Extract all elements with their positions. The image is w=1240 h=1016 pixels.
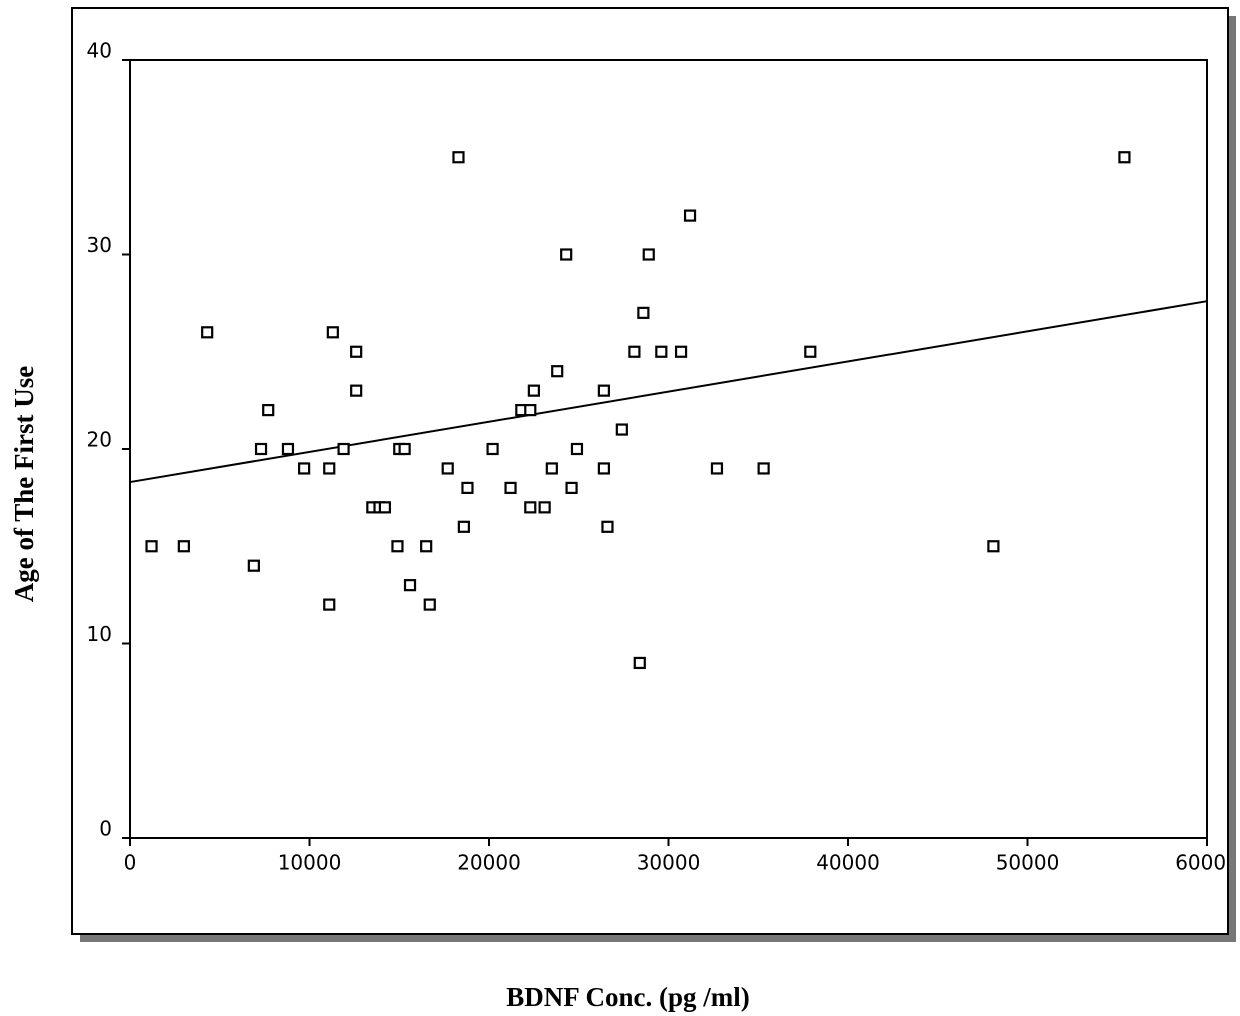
- point: [655, 345, 668, 358]
- point: [323, 462, 336, 475]
- x-axis-title: BDNF Conc. (pg /ml): [506, 982, 750, 1012]
- point: [710, 462, 724, 475]
- point: [486, 442, 499, 456]
- y-tick-label: 20: [87, 428, 112, 452]
- y-tick-label: 0: [99, 817, 112, 841]
- point: [601, 520, 614, 533]
- point: [1118, 151, 1131, 164]
- point: [545, 462, 558, 475]
- point: [757, 462, 770, 475]
- point: [323, 598, 336, 611]
- point: [262, 404, 275, 417]
- point: [350, 345, 363, 358]
- point: [403, 579, 417, 592]
- point: [457, 520, 470, 533]
- ticks: 0 10 20 30 40 0 10000 20000 30000 40000 50000 60000: [87, 39, 1239, 875]
- point: [145, 540, 158, 553]
- point: [637, 306, 650, 319]
- point: [441, 462, 454, 475]
- x-tick-label: 0: [124, 851, 137, 875]
- x-tick-label: 50000: [996, 851, 1060, 875]
- point: [461, 481, 474, 494]
- y-tick-label: 40: [87, 39, 112, 63]
- point: [326, 326, 339, 339]
- point: [247, 559, 260, 572]
- point: [560, 248, 573, 261]
- point: [420, 540, 433, 553]
- point: [987, 540, 1000, 553]
- point: [524, 501, 537, 514]
- point: [398, 442, 411, 456]
- point: [337, 442, 350, 456]
- point: [177, 540, 190, 553]
- point: [201, 326, 214, 339]
- point: [565, 481, 578, 494]
- point: [628, 345, 641, 358]
- x-tick-label: 40000: [816, 851, 880, 875]
- y-axis-title: Age of The First Use: [9, 366, 39, 602]
- point: [633, 656, 646, 670]
- point: [254, 442, 268, 456]
- point: [642, 248, 655, 261]
- y-tick-label: 10: [87, 622, 112, 646]
- point: [298, 462, 311, 475]
- point: [615, 423, 628, 436]
- point: [674, 345, 688, 358]
- point: [527, 384, 540, 397]
- point: [391, 540, 404, 553]
- x-tick-label: 20000: [457, 851, 521, 875]
- point: [570, 442, 584, 456]
- point: [597, 462, 610, 475]
- point: [538, 501, 551, 514]
- x-tick-label: 60000: [1175, 851, 1239, 875]
- point: [524, 404, 537, 417]
- point: [504, 481, 517, 494]
- point: [350, 384, 363, 397]
- point: [804, 345, 817, 358]
- point: [452, 151, 465, 164]
- point: [683, 209, 697, 222]
- frame: [71, 7, 1229, 935]
- point: [551, 365, 564, 378]
- y-tick-label: 30: [87, 233, 112, 257]
- point: [378, 501, 391, 514]
- trend-line: [129, 300, 1208, 484]
- x-tick-label: 30000: [637, 851, 701, 875]
- point: [281, 442, 295, 456]
- x-tick-label: 10000: [278, 851, 342, 875]
- point: [597, 384, 610, 397]
- point: [423, 598, 436, 611]
